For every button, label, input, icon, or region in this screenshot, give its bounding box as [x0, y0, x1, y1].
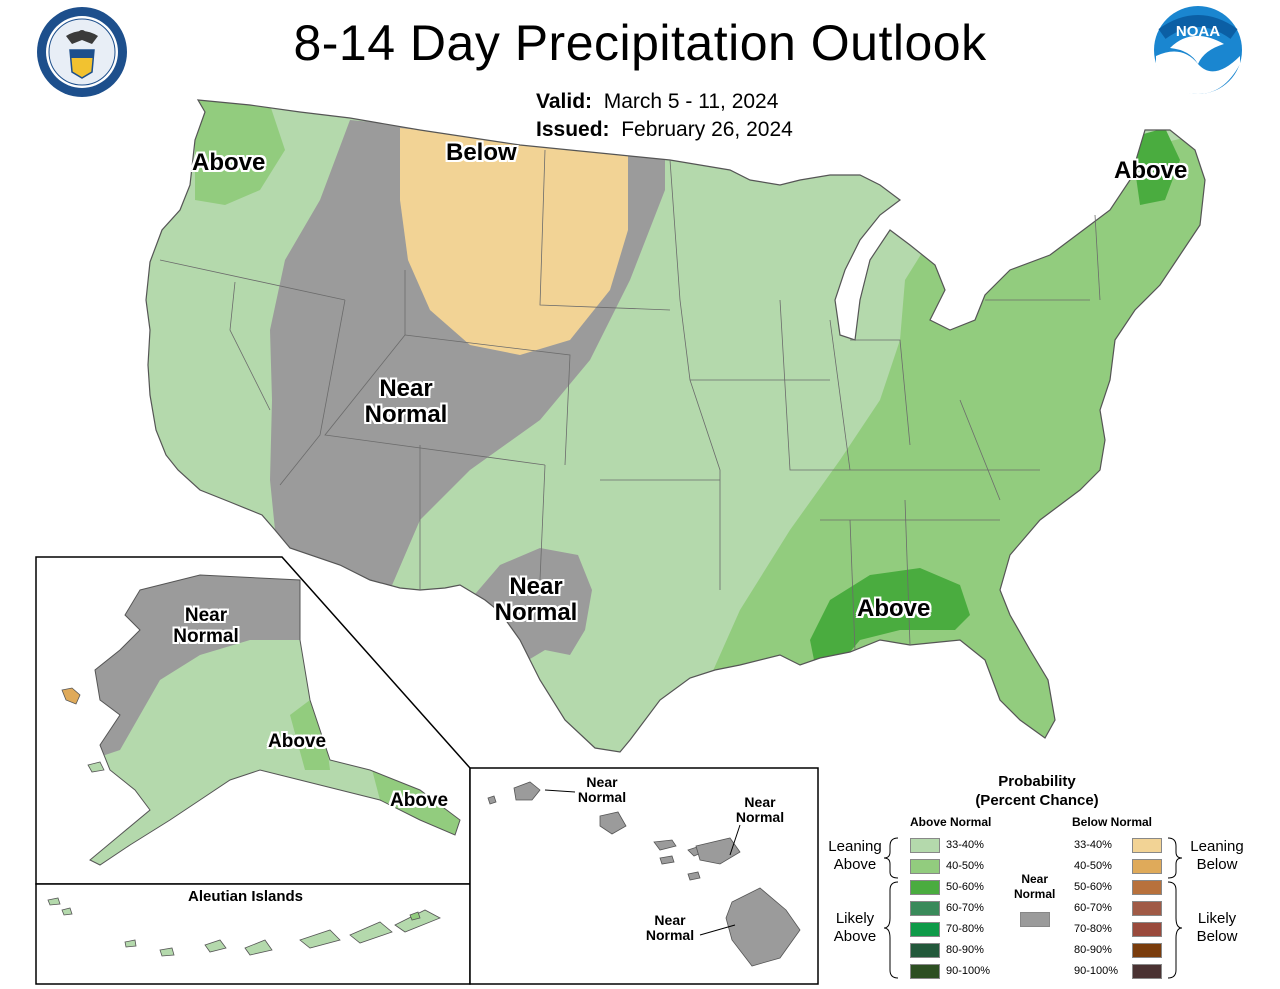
legend-likely-above-line2: Above: [833, 928, 877, 945]
label-above-gulf: Above: [857, 595, 931, 622]
legend-above-header: Above Normal: [910, 815, 992, 829]
label-hi-near-normal-maui-line2: Normal: [735, 809, 785, 826]
label-near-normal-texas-line1: Near: [509, 573, 563, 600]
legend-above-swatch: [910, 964, 940, 979]
legend-likely-below-line2: Below: [1196, 928, 1238, 945]
issued-label: Issued:: [536, 118, 610, 141]
label-near-normal-west-line1: Near: [379, 375, 433, 402]
legend-leaning-below-line2: Below: [1196, 856, 1238, 873]
legend-near-header: Near Normal: [1014, 872, 1055, 902]
legend-above-swatch: [910, 838, 940, 853]
legend-above-swatch: [910, 880, 940, 895]
legend-leaning-below: Leaning Below: [1184, 838, 1250, 874]
legend-leaning-below-line1: Leaning: [1190, 838, 1244, 855]
legend-below-swatch: [1132, 859, 1162, 874]
valid-line: Valid: March 5 - 11, 2024: [536, 88, 793, 116]
legend-below-swatch: [1132, 943, 1162, 958]
valid-label: Valid:: [536, 90, 593, 113]
legend: Probability (Percent Chance) Above Norma…: [822, 770, 1272, 984]
label-aleutian-islands: Aleutian Islands: [188, 888, 304, 905]
legend-leaning-above: Leaning Above: [822, 838, 888, 874]
legend-title: Probability (Percent Chance): [952, 772, 1122, 810]
legend-likely-below-line1: Likely: [1197, 910, 1237, 927]
legend-near-header-line1: Near: [1021, 872, 1049, 886]
aleutian-map: [47, 897, 441, 957]
page-title: 8-14 Day Precipitation Outlook: [293, 15, 987, 71]
label-ak-above-south: Above: [268, 731, 327, 752]
label-hi-near-normal-west-line1: Near: [586, 774, 618, 790]
legend-title-line2: (Percent Chance): [975, 792, 1099, 809]
label-near-normal-west-line2: Normal: [364, 401, 448, 429]
label-hi-near-normal-big-island: Near Normal: [638, 912, 702, 944]
label-ak-near-normal-line1: Near: [184, 605, 228, 626]
legend-above-swatch: [910, 901, 940, 916]
legend-above-label: 80-90%: [946, 944, 984, 956]
legend-below-label: 40-50%: [1074, 860, 1112, 872]
label-hi-near-normal-maui: Near Normal: [728, 794, 792, 826]
legend-below-swatch: [1132, 901, 1162, 916]
label-hi-near-normal-maui-line1: Near: [744, 794, 776, 810]
hawaii-leader-lines: [544, 789, 741, 936]
legend-above-label: 70-80%: [946, 923, 984, 935]
legend-above-label: 50-60%: [946, 881, 984, 893]
label-ak-above-panhandle: Above: [390, 790, 449, 811]
legend-below-swatch: [1132, 880, 1162, 895]
legend-likely-above-line1: Likely: [835, 910, 875, 927]
label-near-normal-texas: Near Normal: [490, 573, 582, 627]
label-hi-near-normal-west: Near Normal: [570, 774, 634, 806]
label-ak-near-normal: Near Normal: [168, 605, 244, 648]
legend-below-swatch: [1132, 838, 1162, 853]
valid-value: March 5 - 11, 2024: [603, 90, 779, 113]
label-below-north: Below: [446, 139, 517, 166]
svg-text:NOAA: NOAA: [1176, 23, 1220, 40]
label-ak-near-normal-line2: Normal: [173, 625, 239, 647]
issued-line: Issued: February 26, 2024: [536, 116, 793, 144]
legend-below-label: 50-60%: [1074, 881, 1112, 893]
legend-near-normal-swatch: [1020, 912, 1050, 927]
legend-above-swatch: [910, 859, 940, 874]
legend-likely-below: Likely Below: [1184, 910, 1250, 946]
doc-seal-icon: [37, 7, 127, 97]
legend-below-label: 90-100%: [1074, 965, 1119, 977]
legend-below-label: 80-90%: [1074, 944, 1112, 956]
label-hi-near-normal-west-line2: Normal: [577, 789, 627, 806]
legend-below-label: 60-70%: [1074, 902, 1112, 914]
noaa-logo-icon: NOAA: [1154, 6, 1242, 94]
legend-below-label: 70-80%: [1074, 923, 1112, 935]
hawaii-map: [487, 781, 801, 967]
label-near-normal-texas-line2: Normal: [494, 599, 578, 627]
legend-above-label: 90-100%: [946, 965, 991, 977]
legend-leaning-above-line1: Leaning: [828, 838, 882, 855]
legend-below-label: 33-40%: [1074, 839, 1112, 851]
label-hi-near-normal-big-island-line2: Normal: [645, 927, 695, 944]
legend-likely-above: Likely Above: [822, 910, 888, 946]
legend-above-label: 60-70%: [946, 902, 984, 914]
legend-below-swatch: [1132, 964, 1162, 979]
label-above-northwest: Above: [192, 149, 266, 176]
legend-title-line1: Probability: [998, 773, 1076, 790]
legend-leaning-above-line2: Above: [833, 856, 877, 873]
label-hi-near-normal-big-island-line1: Near: [654, 912, 686, 928]
legend-above-swatch: [910, 922, 940, 937]
issued-value: February 26, 2024: [621, 118, 793, 141]
legend-below-header: Below Normal: [1072, 815, 1153, 829]
legend-above-label: 33-40%: [946, 839, 984, 851]
legend-near-header-line2: Normal: [1014, 887, 1056, 901]
legend-above-swatch: [910, 943, 940, 958]
label-near-normal-west: Near Normal: [360, 375, 452, 429]
legend-braces: [883, 837, 1183, 979]
legend-above-label: 40-50%: [946, 860, 984, 872]
state-borders: [159, 149, 1101, 651]
date-info: Valid: March 5 - 11, 2024 Issued: Februa…: [536, 88, 793, 144]
legend-below-swatch: [1132, 922, 1162, 937]
label-above-northeast: Above: [1114, 157, 1188, 184]
